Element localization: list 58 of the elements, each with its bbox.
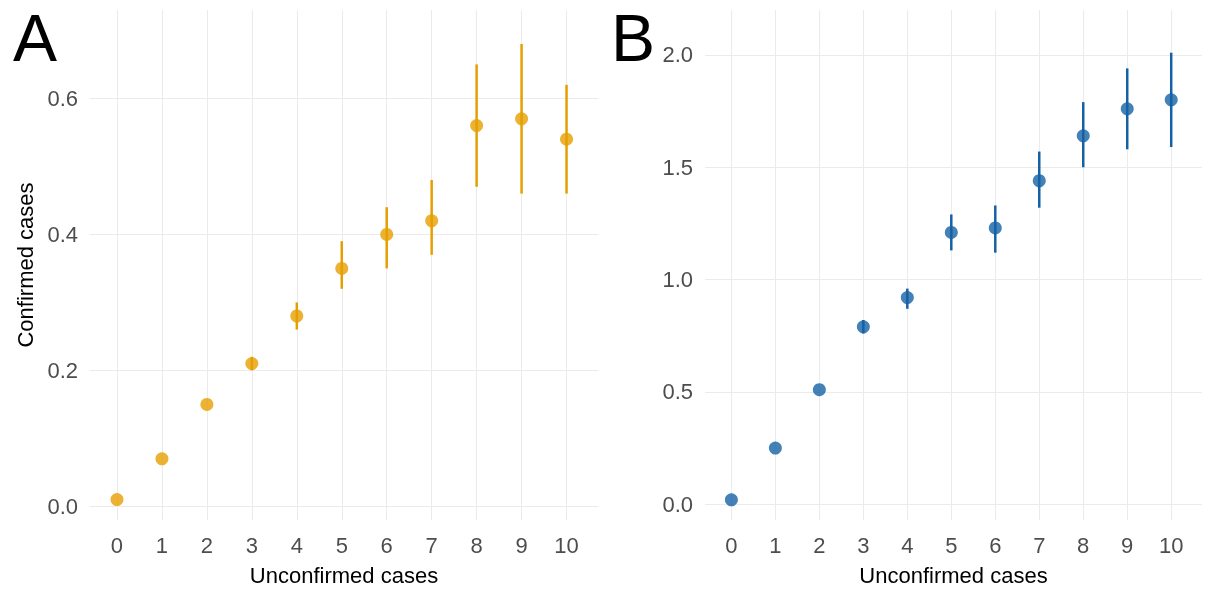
point <box>768 441 782 455</box>
y-axis-title: Confirmed cases <box>13 182 39 348</box>
x-tick-label: 7 <box>1033 532 1046 558</box>
y-tick-label: 2.0 <box>662 42 693 68</box>
y-tick-label: 0.0 <box>47 493 78 519</box>
point <box>470 119 484 133</box>
point <box>425 214 439 228</box>
point <box>944 225 958 239</box>
y-tick-label: 1.5 <box>662 154 693 180</box>
chart-title: B <box>611 1 656 75</box>
x-tick-label: 6 <box>989 532 1002 558</box>
x-tick-label: 3 <box>245 532 258 558</box>
y-tick-label: 0.6 <box>47 85 78 111</box>
point <box>290 309 304 323</box>
point <box>1076 129 1090 143</box>
point <box>380 227 394 241</box>
point <box>200 397 214 411</box>
point <box>110 493 124 507</box>
x-tick-label: 2 <box>200 532 214 558</box>
point <box>724 493 738 507</box>
x-tick-label: 5 <box>335 532 348 558</box>
point <box>245 357 259 371</box>
x-tick-label: 8 <box>1077 532 1090 558</box>
x-tick-label: 9 <box>515 532 528 558</box>
x-tick-label: 4 <box>901 532 914 558</box>
x-tick-label: 4 <box>290 532 303 558</box>
x-axis-title: Unconfirmed cases <box>249 562 439 588</box>
point <box>515 112 529 126</box>
x-tick-label: 10 <box>554 532 579 558</box>
x-tick-label: 7 <box>425 532 438 558</box>
x-tick-label: 1 <box>155 532 169 558</box>
x-tick-label: 9 <box>1121 532 1134 558</box>
x-tick-label: 0 <box>110 532 124 558</box>
x-tick-label: 3 <box>857 532 870 558</box>
x-tick-label: 0 <box>725 532 738 558</box>
x-tick-label: 5 <box>945 532 958 558</box>
point <box>155 452 169 466</box>
x-axis-title: Unconfirmed cases <box>859 562 1048 588</box>
point <box>900 291 914 305</box>
x-tick-label: 6 <box>380 532 393 558</box>
point <box>856 320 870 334</box>
y-tick-label: 0.0 <box>662 491 693 517</box>
x-tick-label: 8 <box>470 532 483 558</box>
x-tick-label: 2 <box>813 532 826 558</box>
y-tick-label: 0.2 <box>47 357 78 383</box>
point <box>335 261 349 275</box>
y-tick-label: 0.4 <box>47 221 78 247</box>
point <box>560 132 574 146</box>
point <box>1164 93 1178 107</box>
y-tick-label: 1.0 <box>662 267 693 293</box>
point <box>1032 174 1046 188</box>
point <box>1120 102 1134 116</box>
point <box>988 221 1002 235</box>
x-tick-label: 10 <box>1158 532 1184 558</box>
x-tick-label: 1 <box>769 532 782 558</box>
y-tick-label: 0.5 <box>662 379 693 405</box>
chart-title: A <box>13 1 58 75</box>
point <box>812 383 826 397</box>
